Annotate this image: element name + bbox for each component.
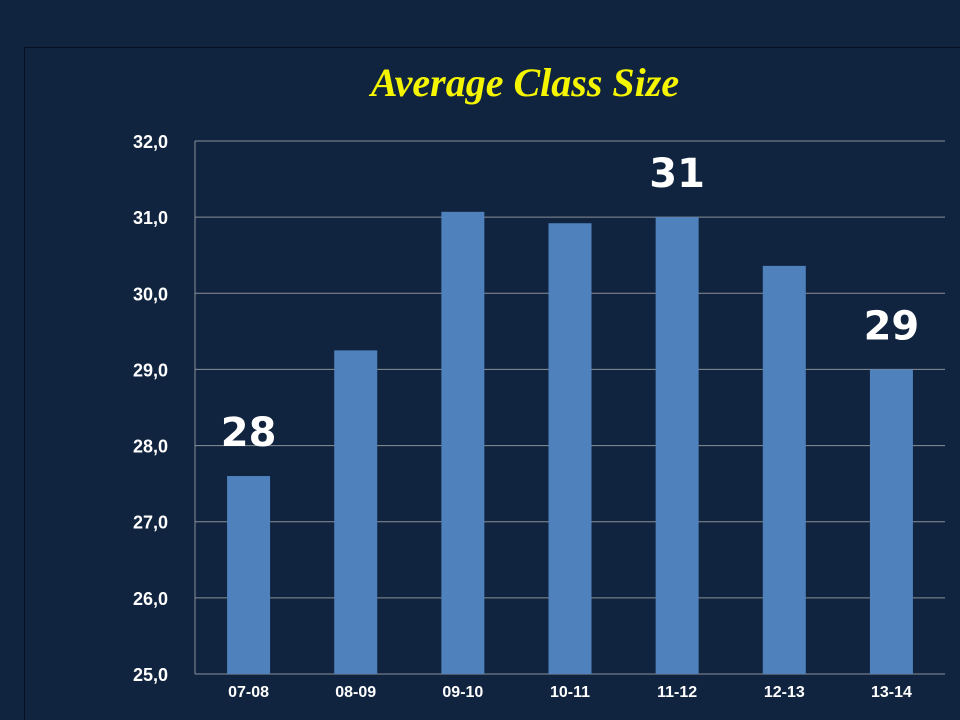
y-tick-label: 25,0 [133, 665, 168, 685]
bar-08-09 [334, 350, 378, 674]
x-category-label: 08-09 [335, 684, 376, 701]
x-category-label: 13-14 [871, 684, 912, 701]
x-category-label: 07-08 [228, 684, 269, 701]
x-axis-category-labels: 07-08 08-09 09-10 10-11 11-12 12-13 13-14 [228, 684, 912, 701]
bar-07-08 [227, 476, 271, 674]
chart-title: Average Class Size [368, 60, 679, 105]
bar-12-13 [762, 265, 806, 674]
y-tick-label: 32,0 [133, 132, 168, 152]
x-category-label: 12-13 [764, 684, 805, 701]
y-tick-label: 31,0 [133, 208, 168, 228]
data-label-13-14: 29 [864, 303, 920, 349]
data-labels: 28 31 29 [221, 151, 920, 456]
bar-13-14 [869, 369, 913, 674]
y-tick-label: 30,0 [133, 284, 168, 304]
bar-11-12 [655, 217, 699, 674]
y-tick-label: 29,0 [133, 360, 168, 380]
y-tick-label: 26,0 [133, 589, 168, 609]
x-category-label: 10-11 [550, 684, 590, 701]
chart-frame [24, 47, 960, 720]
bar-09-10 [441, 211, 485, 674]
data-label-07-08: 28 [221, 410, 277, 456]
bars [227, 211, 913, 674]
x-category-label: 09-10 [442, 684, 483, 701]
y-tick-label: 28,0 [133, 437, 168, 457]
x-category-label: 11-12 [657, 684, 697, 701]
y-axis-tick-labels: 25,0 26,0 27,0 28,0 29,0 30,0 31,0 32,0 [133, 132, 168, 685]
data-label-11-12: 31 [649, 151, 705, 197]
y-tick-label: 27,0 [133, 513, 168, 533]
bar-10-11 [548, 223, 592, 674]
